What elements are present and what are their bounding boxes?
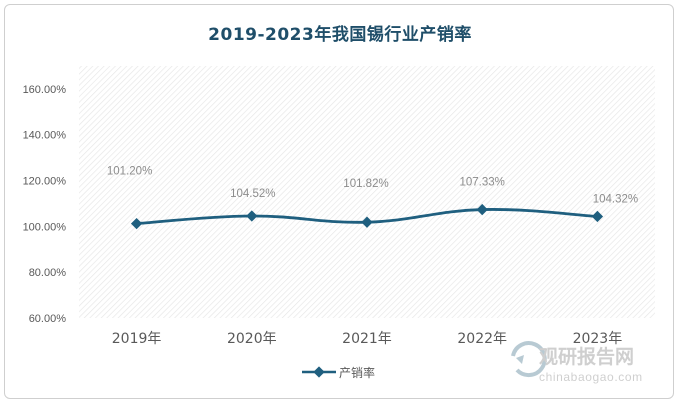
data-labels: 101.20% 104.52% 101.82% 107.33% 104.32% <box>107 166 638 206</box>
data-point-marker <box>476 203 488 216</box>
y-tick-label: 80.00% <box>29 267 67 279</box>
data-point-marker <box>361 216 373 228</box>
chart-title: 2019-2023年我国锡行业产销率 <box>208 25 472 45</box>
plot-area <box>79 66 655 318</box>
data-point-marker <box>591 210 604 223</box>
y-tick-label: 60.00% <box>29 313 67 325</box>
watermark-brand: 观研报告网 <box>539 345 634 368</box>
x-tick-label: 2022年 <box>457 331 507 347</box>
x-tick-label: 2019年 <box>112 331 162 347</box>
watermark-logo-icon <box>511 341 547 378</box>
series-markers <box>130 203 604 230</box>
data-point-marker <box>246 210 258 222</box>
data-label: 107.33% <box>459 177 504 189</box>
data-point-marker <box>130 217 143 230</box>
data-label: 101.20% <box>107 166 152 178</box>
legend[interactable]: 产销率 <box>302 365 375 380</box>
watermark: 观研报告网 chinabaogao.com <box>511 341 643 384</box>
y-tick-label: 140.00% <box>23 130 67 142</box>
y-tick-label: 100.00% <box>23 221 67 233</box>
y-tick-label: 120.00% <box>23 176 67 188</box>
data-label: 104.52% <box>230 188 275 200</box>
x-tick-label: 2020年 <box>227 331 277 347</box>
data-label: 104.32% <box>593 193 638 205</box>
legend-label: 产销率 <box>339 365 375 380</box>
x-tick-label: 2023年 <box>573 331 623 347</box>
x-tick-label: 2021年 <box>342 331 392 347</box>
x-axis: 2019年 2020年 2021年 2022年 2023年 <box>112 331 622 347</box>
legend-marker-icon <box>313 366 325 378</box>
data-label: 101.82% <box>343 178 388 190</box>
y-axis: 60.00% 80.00% 100.00% 120.00% 140.00% 160.00% <box>23 84 67 325</box>
watermark-url: chinabaogao.com <box>539 370 643 384</box>
y-tick-label: 160.00% <box>23 84 67 96</box>
